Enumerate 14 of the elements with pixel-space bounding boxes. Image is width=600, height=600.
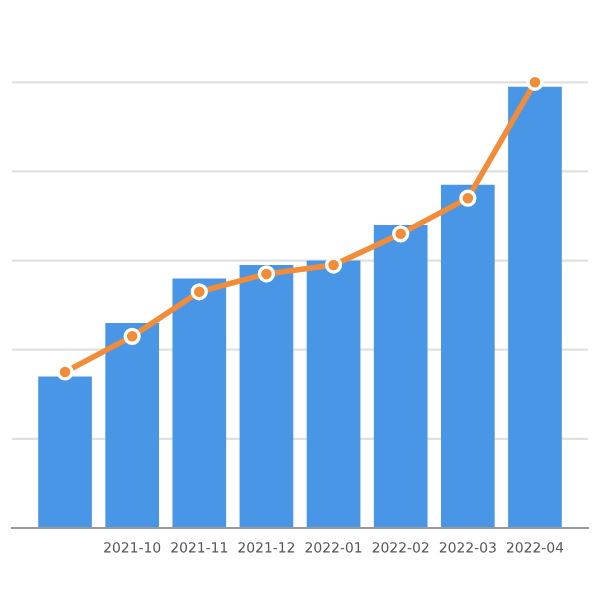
bar xyxy=(172,278,227,528)
point xyxy=(190,283,208,301)
point xyxy=(123,327,141,345)
point xyxy=(56,363,74,381)
point xyxy=(392,225,410,243)
bar xyxy=(239,265,294,528)
bar xyxy=(373,224,428,528)
bar xyxy=(440,184,495,528)
point xyxy=(459,189,477,207)
bar xyxy=(306,260,361,528)
point xyxy=(257,265,276,283)
bar xyxy=(38,376,92,528)
bar xyxy=(105,322,160,528)
bar xyxy=(508,86,562,528)
